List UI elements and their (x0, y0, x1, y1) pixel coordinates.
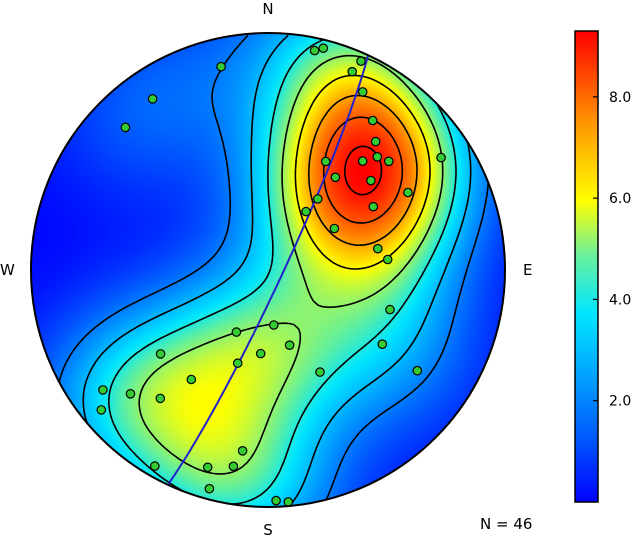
pole-point (204, 483, 215, 494)
pole-point (155, 349, 166, 359)
pole-point (202, 462, 213, 473)
pole-point (231, 327, 242, 337)
pole-point (329, 223, 340, 234)
pole-point (155, 393, 166, 404)
pole-point (372, 243, 383, 254)
contour-line (308, 94, 418, 246)
pole-point (150, 461, 160, 471)
pole-point (357, 87, 368, 97)
pole-point (356, 56, 366, 66)
north-label: N (262, 0, 273, 18)
pole-point (372, 152, 383, 162)
pole-point (385, 304, 395, 315)
colorbar-ticks: 2.0 4.0 6.0 8.0 (593, 90, 631, 410)
pole-point (237, 445, 248, 456)
pole-point (309, 45, 320, 56)
stereonet-primitive (30, 32, 506, 508)
pole-point (186, 374, 197, 385)
pole-point (383, 156, 394, 167)
colorbar-tick-label: 4.0 (609, 292, 631, 308)
pole-point (330, 172, 341, 183)
contour-line (294, 74, 431, 270)
pole-point (403, 187, 413, 198)
density-field (31, 33, 505, 507)
pole-point (370, 136, 381, 147)
pole-point (228, 461, 239, 472)
colorbar-tick-label: 6.0 (609, 191, 631, 207)
west-label: W (0, 261, 15, 279)
pole-point (436, 152, 446, 163)
pole-point (318, 43, 329, 53)
pole-point (255, 348, 266, 359)
south-label: S (263, 521, 273, 539)
colorbar-tick-label: 8.0 (609, 90, 631, 106)
pole-point (96, 405, 107, 415)
pole-points (96, 43, 446, 507)
pole-point (271, 495, 281, 506)
pole-point (283, 497, 294, 507)
pole-point (366, 175, 376, 186)
pole-point (98, 385, 108, 395)
pole-point (125, 388, 136, 399)
pole-point (412, 365, 423, 376)
pole-point (377, 339, 388, 349)
pole-point (357, 156, 368, 166)
pole-point (368, 201, 379, 212)
pole-point (120, 122, 131, 133)
colorbar-tick-label: 2.0 (609, 394, 631, 410)
pole-point (347, 66, 357, 77)
count-label: N = 46 (480, 515, 532, 533)
pole-point (232, 358, 243, 368)
pole-point (320, 156, 331, 167)
pole-point (268, 320, 279, 330)
pole-point (312, 194, 323, 204)
great-circle (166, 54, 370, 486)
east-label: E (523, 261, 532, 279)
pole-point (367, 115, 378, 126)
pole-point (284, 340, 295, 350)
pole-point (301, 206, 311, 217)
pole-point (216, 61, 226, 72)
colorbar (574, 30, 599, 503)
contour-line (138, 54, 444, 475)
pole-point (382, 254, 393, 265)
density-contours (56, 34, 490, 506)
pole-point (147, 94, 158, 104)
pole-point (315, 367, 325, 377)
